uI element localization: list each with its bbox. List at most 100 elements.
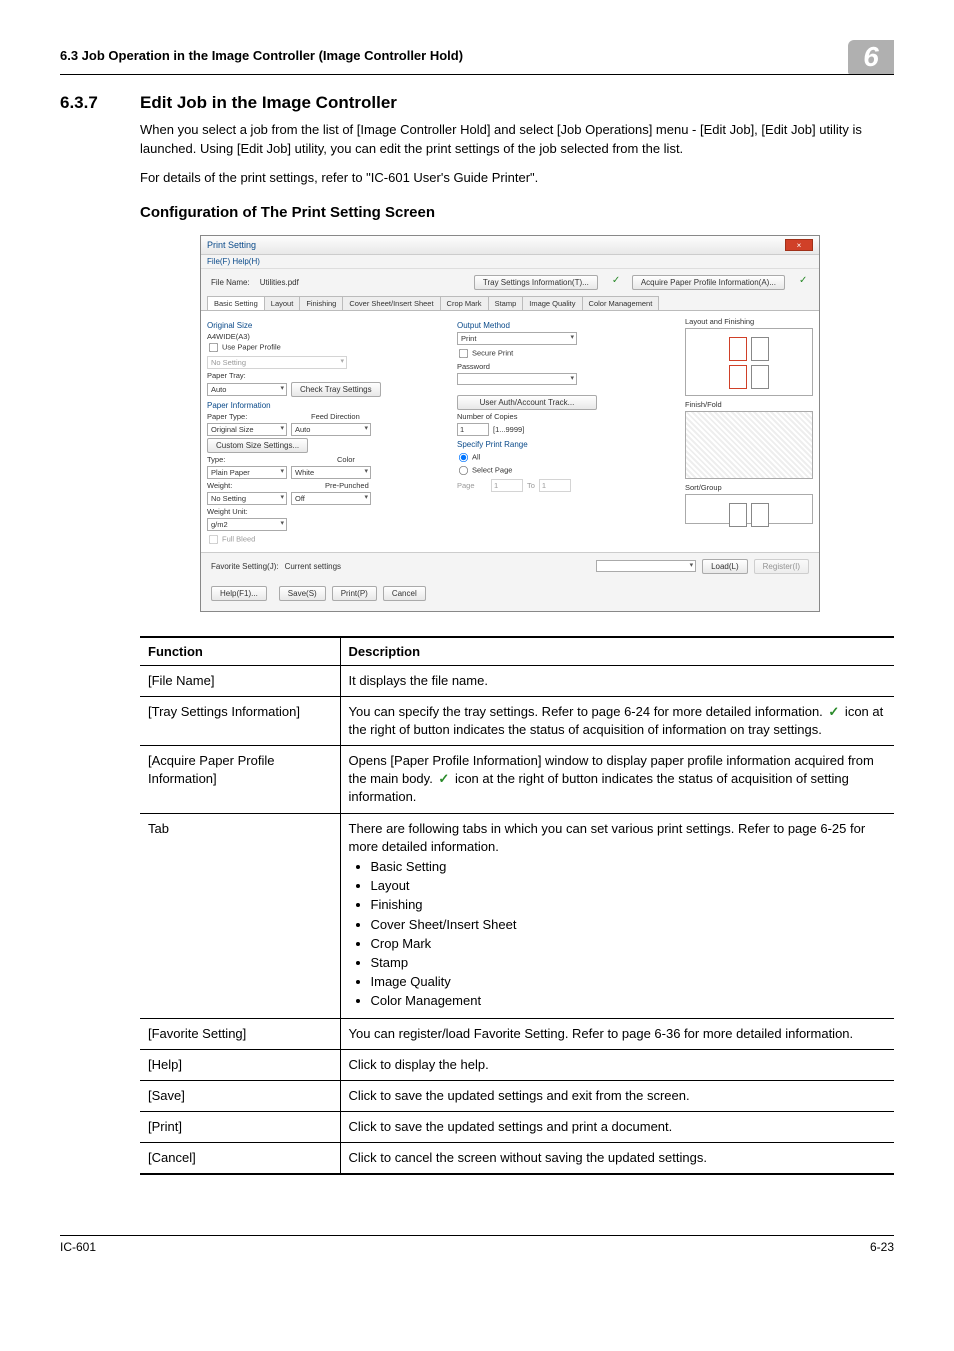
color-select[interactable]: White [291, 466, 371, 479]
color-label: Color [337, 455, 407, 464]
fn-help: [Help] [140, 1049, 340, 1080]
favorite-select[interactable] [596, 560, 696, 572]
favorite-value: Current settings [285, 562, 341, 571]
fn-tab: Tab [140, 813, 340, 1018]
dialog-screenshot: Print Setting × File(F) Help(H) File Nam… [200, 235, 894, 612]
table-row: [Tray Settings Information] You can spec… [140, 696, 894, 745]
acquire-paper-profile-button[interactable]: Acquire Paper Profile Information(A)... [632, 275, 785, 290]
desc-file-name: It displays the file name. [340, 665, 894, 696]
type-label: Type: [207, 455, 277, 464]
check-icon: ✓ [438, 770, 449, 788]
paper-tray-select[interactable]: Auto [207, 383, 287, 396]
header-section-title: 6.3 Job Operation in the Image Controlle… [60, 48, 848, 67]
desc-tray: You can specify the tray settings. Refer… [340, 696, 894, 745]
check-tray-button[interactable]: Check Tray Settings [291, 382, 381, 397]
page-to-input[interactable]: 1 [539, 479, 571, 492]
print-button[interactable]: Print(P) [332, 586, 377, 601]
tab-stamp[interactable]: Stamp [488, 296, 524, 310]
col-function: Function [140, 637, 340, 666]
check-icon [799, 278, 809, 286]
cancel-button[interactable]: Cancel [383, 586, 426, 601]
load-button[interactable]: Load(L) [702, 559, 748, 574]
close-icon[interactable]: × [785, 239, 813, 251]
copies-range: [1...9999] [493, 425, 524, 434]
secure-print-label: Secure Print [472, 348, 513, 357]
dialog-tabs: Basic Setting Layout Finishing Cover She… [201, 296, 819, 311]
layout-preview [685, 328, 813, 396]
footer-left: IC-601 [60, 1240, 96, 1254]
paper-type-select[interactable]: Original Size [207, 423, 287, 436]
feed-dir-label: Feed Direction [311, 412, 381, 421]
layout-finishing-label: Layout and Finishing [685, 317, 813, 326]
copies-input[interactable]: 1 [457, 423, 489, 436]
prepunched-select[interactable]: Off [291, 492, 371, 505]
register-button[interactable]: Register(I) [754, 559, 809, 574]
weight-label: Weight: [207, 481, 277, 490]
table-row: [Cancel] Click to cancel the screen with… [140, 1143, 894, 1175]
desc-help: Click to display the help. [340, 1049, 894, 1080]
tab-color[interactable]: Color Management [582, 296, 660, 310]
original-size-title: Original Size [207, 321, 449, 330]
use-paper-profile-check[interactable] [209, 342, 218, 351]
tab-cover[interactable]: Cover Sheet/Insert Sheet [342, 296, 440, 310]
page-from-input[interactable]: 1 [491, 479, 523, 492]
print-select[interactable]: Print [457, 332, 577, 345]
tab-basic[interactable]: Basic Setting [207, 296, 265, 310]
type-select[interactable]: Plain Paper [207, 466, 287, 479]
tab-layout[interactable]: Layout [264, 296, 301, 310]
fn-favorite: [Favorite Setting] [140, 1018, 340, 1049]
tab-crop[interactable]: Crop Mark [440, 296, 489, 310]
list-item: Basic Setting [371, 858, 887, 876]
fn-acquire: [Acquire Paper Profile Information] [140, 746, 340, 814]
custom-size-button[interactable]: Custom Size Settings... [207, 438, 308, 453]
tray-settings-button[interactable]: Tray Settings Information(T)... [474, 275, 598, 290]
table-row: [File Name] It displays the file name. [140, 665, 894, 696]
select-page-radio[interactable] [459, 465, 468, 474]
footer-right: 6-23 [870, 1240, 894, 1254]
list-item: Finishing [371, 896, 887, 914]
page-footer: IC-601 6-23 [60, 1235, 894, 1254]
tab-finishing[interactable]: Finishing [299, 296, 343, 310]
table-row: [Save] Click to save the updated setting… [140, 1080, 894, 1111]
function-table: Function Description [File Name] It disp… [140, 636, 894, 1176]
section-number: 6.3.7 [60, 93, 140, 113]
dialog-menubar[interactable]: File(F) Help(H) [201, 255, 819, 269]
section-title: Edit Job in the Image Controller [140, 93, 397, 113]
sort-preview [685, 494, 813, 524]
favorite-label: Favorite Setting(J): [211, 562, 279, 571]
weight-select[interactable]: No Setting [207, 492, 287, 505]
weight-unit-label: Weight Unit: [207, 507, 277, 516]
panel-right: Layout and Finishing Finish/Fold So [685, 317, 813, 546]
desc-print: Click to save the updated settings and p… [340, 1112, 894, 1143]
save-button[interactable]: Save(S) [279, 586, 326, 601]
table-row: [Acquire Paper Profile Information] Open… [140, 746, 894, 814]
chapter-tab: 6 [848, 40, 894, 74]
page-header: 6.3 Job Operation in the Image Controlle… [60, 40, 894, 75]
tab-quality[interactable]: Image Quality [522, 296, 582, 310]
select-page-label: Select Page [472, 465, 512, 474]
fn-cancel: [Cancel] [140, 1143, 340, 1175]
original-size-value: A4WIDE(A3) [207, 332, 449, 341]
check-icon: ✓ [828, 703, 839, 721]
num-copies-label: Number of Copies [457, 412, 527, 421]
full-bleed-check[interactable] [209, 534, 218, 543]
list-item: Crop Mark [371, 935, 887, 953]
help-button[interactable]: Help(F1)... [211, 586, 267, 601]
page-label: Page [457, 481, 487, 490]
user-auth-button[interactable]: User Auth/Account Track... [457, 395, 597, 410]
col-description: Description [340, 637, 894, 666]
profile-select[interactable]: No Setting [207, 356, 347, 369]
secure-print-check[interactable] [459, 348, 468, 357]
all-radio[interactable] [459, 452, 468, 461]
fn-tray: [Tray Settings Information] [140, 696, 340, 745]
desc-acquire: Opens [Paper Profile Information] window… [340, 746, 894, 814]
list-item: Layout [371, 877, 887, 895]
desc-cancel: Click to cancel the screen without savin… [340, 1143, 894, 1175]
section-para-2: For details of the print settings, refer… [140, 169, 894, 188]
list-item: Image Quality [371, 973, 887, 991]
feed-dir-select[interactable]: Auto [291, 423, 371, 436]
weight-unit-select[interactable]: g/m2 [207, 518, 287, 531]
desc-tab: There are following tabs in which you ca… [340, 813, 894, 1018]
fn-file-name: [File Name] [140, 665, 340, 696]
password-input[interactable] [457, 373, 577, 385]
